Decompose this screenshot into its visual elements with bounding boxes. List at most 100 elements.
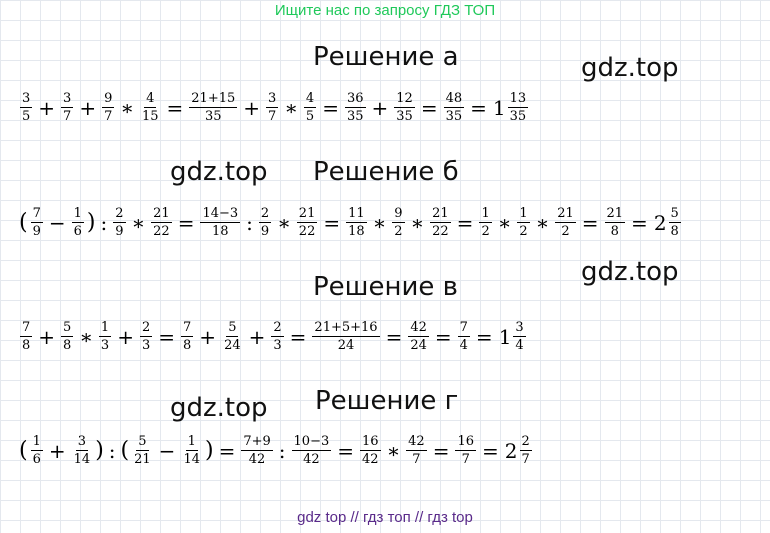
whole-part: 1 [498,324,512,349]
denominator: 3 [141,338,151,353]
operator: = [385,324,403,349]
operator: = [470,95,487,120]
fraction: 42 7 [406,435,427,466]
numerator: 21 [555,206,576,223]
numerator: 2 [139,320,153,337]
denominator: 42 [303,452,320,467]
numerator: 7 [30,206,43,223]
numerator: 4 [144,91,157,108]
denominator: 9 [260,224,270,239]
denominator: 7 [461,452,470,467]
operator: ∗ [497,210,512,235]
watermark-logo: gdz.top [581,53,679,83]
equation-b: (7 9−1 6):2 9 ∗ 21 22 = 14−3 18:2 9 ∗ 21 22 = 11 18 ∗ 9 2 ∗ 2… [18,207,683,238]
operator: = [289,324,307,349]
equation-d: (1 6 +3 14):(5 21−1 14) = 7+9 42:10−3 42 = 16 42 ∗ 42 7… [18,435,534,466]
fraction: 21+5+16 24 [312,320,380,353]
operator: = [337,438,355,463]
parenthesis: ) [204,438,214,463]
denominator: 18 [212,224,229,239]
denominator: 18 [348,224,365,239]
whole-part: 1 [492,95,506,120]
fraction: 5 21 [132,435,153,466]
operator: ∗ [120,95,134,120]
operator: : [278,438,286,463]
operator: = [218,438,236,463]
denominator: 42 [248,452,266,467]
denominator: 2 [519,224,528,239]
numerator: 10−3 [291,434,332,451]
numerator: 5 [668,206,681,223]
denominator: 7 [268,109,277,124]
fraction: 13 35 [507,92,529,123]
numerator: 14−3 [200,206,241,223]
fraction: 14−3 18 [200,206,241,239]
fraction: 16 42 [360,435,381,466]
fraction: 21+15 35 [189,92,238,123]
numerator: 21 [296,206,318,223]
denominator: 8 [670,224,679,239]
search-hint-link[interactable]: Ищите нас по запросу ГДЗ ТОП [274,2,496,19]
numerator: 11 [346,206,367,223]
fraction: 48 35 [443,91,465,123]
numerator: 3 [513,320,526,337]
numerator: 3 [75,434,89,451]
watermark-logo: gdz.top [581,257,679,287]
equation-a: 3 5 +3 7 +9 7 ∗ 4 15 = 21+15 35 +3 7 ∗ 4 5 = 36 35 +12 35 = 48 3… [18,92,530,123]
numerator: 36 [344,91,366,108]
fraction: 16 7 [455,434,477,467]
numerator: 2 [519,434,532,451]
numerator: 48 [443,91,465,108]
operator: + [371,95,389,120]
numerator: 9 [392,206,405,223]
numerator: 1 [479,206,492,223]
denominator: 2 [394,224,403,239]
numerator: 1 [98,320,112,337]
denominator: 8 [63,338,72,353]
denominator: 5 [305,109,315,124]
numerator: 12 [394,91,415,108]
footer-links[interactable]: gdz top // гдз топ // гдз top [297,509,473,526]
denominator: 8 [22,338,31,353]
operator: ∗ [79,324,93,349]
operator: = [475,324,493,349]
operator: = [322,95,339,120]
operator: = [482,438,499,463]
fraction: 21 22 [151,207,172,238]
numerator: 21+5+16 [312,320,380,337]
operator: = [432,438,450,463]
numerator: 5 [226,320,239,337]
numerator: 2 [113,206,126,223]
operator: + [48,438,66,463]
parenthesis: ( [19,438,28,463]
denominator: 24 [224,338,241,353]
numerator: 16 [455,434,477,451]
operator: = [434,324,452,349]
operator: = [166,95,184,120]
numerator: 7+9 [241,434,273,451]
operator: : [100,210,108,235]
fraction: 5 24 [222,321,243,352]
operator: = [420,95,438,120]
denominator: 7 [63,109,72,124]
fraction: 11 18 [346,207,367,238]
denominator: 5 [22,109,31,124]
watermark-logo: gdz.top [170,157,268,187]
operator: ∗ [372,210,387,235]
operator: = [631,210,648,235]
section-b-title: Решение б [313,157,459,187]
parenthesis: ) [86,210,96,235]
fraction: 12 35 [394,92,415,123]
denominator: 24 [337,338,355,353]
